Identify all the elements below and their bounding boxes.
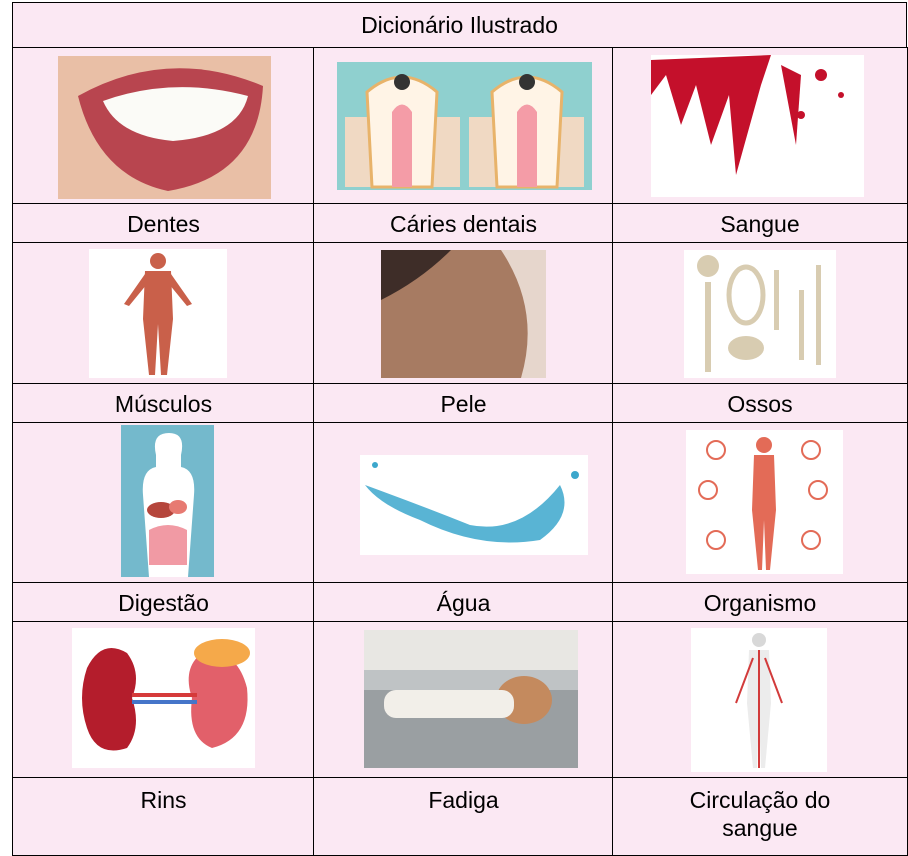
label-cell: Pele: [313, 383, 614, 424]
image-kidneys: [72, 628, 255, 768]
term-label: Cáries dentais: [389, 210, 538, 237]
label-cell: Músculos: [12, 383, 315, 424]
label-cell: Digestão: [12, 582, 315, 623]
image-skin: [381, 250, 546, 378]
image-bones: [684, 250, 836, 378]
label-cell: Dentes: [12, 203, 315, 244]
term-label: Músculos: [114, 390, 213, 417]
term-label: Água: [436, 589, 491, 616]
term-label: Circulação do sangue: [689, 787, 831, 841]
image-teeth: [58, 56, 271, 199]
term-label: Sangue: [720, 210, 800, 237]
image-blood: [651, 55, 864, 197]
label-cell: Organismo: [612, 582, 908, 623]
term-label: Organismo: [703, 589, 817, 616]
term-label: Rins: [140, 787, 187, 813]
label-cell: Cáries dentais: [313, 203, 614, 244]
image-muscles: [89, 249, 227, 378]
term-label: Dentes: [127, 210, 200, 237]
term-label: Digestão: [118, 589, 209, 616]
table-title: Dicionário Ilustrado: [12, 2, 907, 48]
term-label: Fadiga: [428, 787, 499, 813]
image-fatigue: [364, 630, 578, 768]
label-cell: Sangue: [612, 203, 908, 244]
image-caries: [337, 62, 592, 190]
label-cell: Água: [313, 582, 614, 623]
term-label: Pele: [440, 390, 487, 417]
term-label: Ossos: [727, 390, 793, 417]
label-cell: Rins: [12, 777, 315, 856]
image-water: [360, 455, 588, 555]
label-cell: Circulação do sangue: [612, 777, 908, 856]
label-cell: Fadiga: [313, 777, 614, 856]
image-digestion: [121, 425, 214, 577]
image-organism: [686, 430, 843, 574]
label-cell: Ossos: [612, 383, 908, 424]
image-circulation: [691, 628, 827, 772]
